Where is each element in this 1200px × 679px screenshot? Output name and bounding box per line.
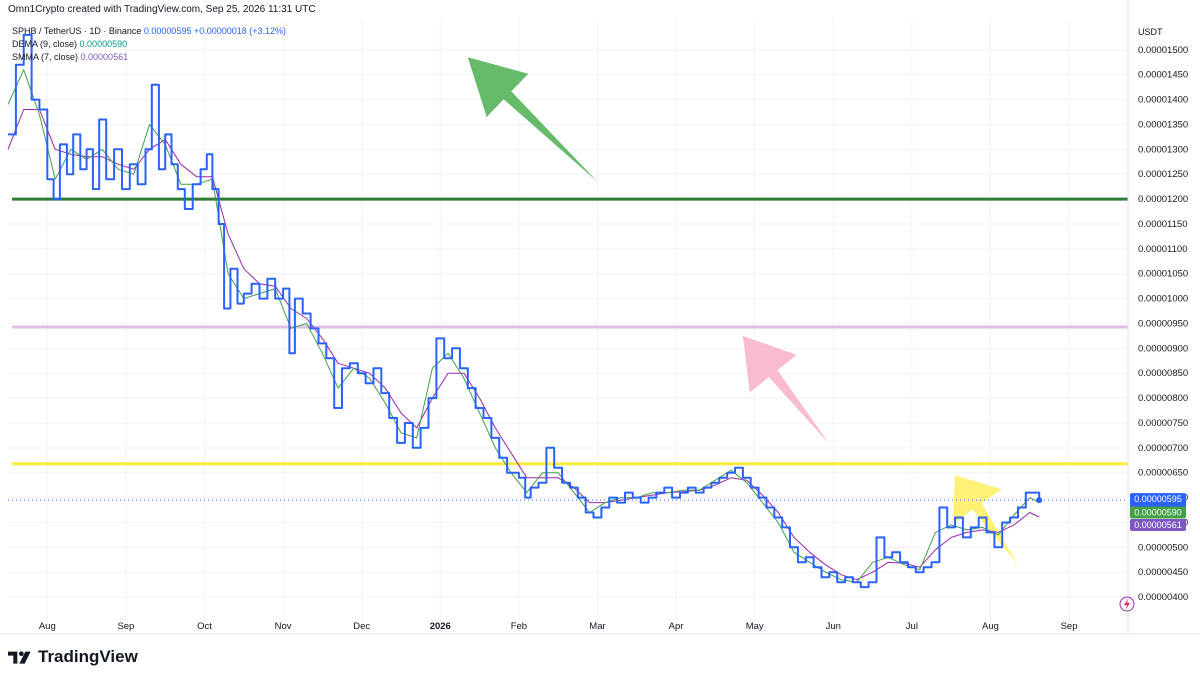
y-tick-label: 0.00001400 [1138, 95, 1188, 106]
smma-label: 0.00000561 [1134, 520, 1182, 530]
y-tick-label: 0.00001350 [1138, 119, 1188, 130]
last-price-dot [1036, 497, 1043, 504]
x-tick-label: 2026 [430, 621, 451, 632]
x-tick-label: Apr [669, 621, 684, 632]
y-tick-label: 0.00000450 [1138, 567, 1188, 578]
tradingview-brand-text: TradingView [38, 647, 138, 666]
price-line [8, 33, 1041, 589]
x-tick-label: Feb [511, 621, 527, 632]
legend-price: 0.00000595 [143, 26, 192, 36]
legend-dema-row[interactable]: DEMA (9, close) 0.00000590 [12, 38, 286, 51]
y-tick-label: 0.00001500 [1138, 45, 1188, 56]
y-tick-label: 0.00000700 [1138, 443, 1188, 454]
legend-symbol[interactable]: SPHB / TetherUS · 1D · Binance [12, 26, 142, 36]
legend-change: +0.00000018 (+3.12%) [193, 26, 287, 36]
legend-symbol-row[interactable]: SPHB / TetherUS · 1D · Binance 0.0000059… [12, 25, 286, 38]
tradingview-brand[interactable]: TradingView [8, 647, 138, 667]
x-tick-label: Aug [39, 621, 56, 632]
dema-line [7, 69, 1040, 583]
legend-smma-value: 0.00000561 [80, 52, 129, 62]
x-tick-label: Aug [982, 621, 999, 632]
y-tick-label: 0.00001050 [1138, 269, 1188, 280]
y-tick-label: 0.00000650 [1138, 468, 1188, 479]
pink-arrow [742, 335, 830, 444]
x-tick-label: Dec [353, 621, 370, 632]
x-tick-label: Sep [1061, 621, 1078, 632]
smma-line [7, 109, 1040, 581]
y-tick-label: 0.00001100 [1138, 244, 1188, 255]
y-tick-label: 0.00000800 [1138, 393, 1188, 404]
y-tick-label: 0.00001300 [1138, 144, 1188, 155]
x-tick-label: Jul [906, 621, 918, 632]
x-tick-label: Jun [826, 621, 841, 632]
x-tick-label: Oct [197, 621, 212, 632]
legend-smma-row[interactable]: SMMA (7, close) 0.00000561 [12, 51, 286, 64]
y-tick-label: 0.00001450 [1138, 70, 1188, 81]
y-tick-label: 0.00001250 [1138, 169, 1188, 180]
y-tick-label: 0.00000950 [1138, 318, 1188, 329]
y-tick-label: 0.00001200 [1138, 194, 1188, 205]
y-tick-label: 0.00001150 [1138, 219, 1188, 230]
chart-credit: Omn1Crypto created with TradingView.com,… [8, 4, 316, 15]
price-label: 0.00000595 [1134, 494, 1182, 504]
horizontal-levels [12, 197, 1128, 466]
legend: SPHB / TetherUS · 1D · Binance 0.0000059… [12, 25, 286, 64]
legend-smma-label: SMMA (7, close) [12, 52, 79, 62]
y-tick-label: 0.00000750 [1138, 418, 1188, 429]
arrows [467, 57, 1018, 565]
legend-dema-value: 0.00000590 [79, 39, 128, 49]
y-axis[interactable]: USDT 0.00001500 0.00001450 0.00001400 0.0000… [1127, 0, 1188, 634]
x-axis[interactable]: Aug Sep Oct Nov Dec 2026 Feb Mar Apr May Jun Jul Aug… [0, 621, 1200, 635]
x-tick-label: May [746, 621, 764, 632]
y-tick-label: 0.00000850 [1138, 368, 1188, 379]
y-tick-label: 0.00001000 [1138, 294, 1188, 305]
tradingview-logo-icon [8, 651, 31, 664]
currency-label: USDT [1138, 27, 1163, 37]
y-tick-label: 0.00000900 [1138, 343, 1188, 354]
dema-label: 0.00000590 [1134, 508, 1182, 518]
x-tick-label: Nov [275, 621, 292, 632]
x-tick-label: Sep [117, 621, 134, 632]
series-lines [7, 33, 1128, 589]
dema-label-bg [1130, 506, 1186, 519]
lightning-icon [1119, 596, 1135, 612]
x-tick-label: Mar [589, 621, 605, 632]
legend-dema-label: DEMA (9, close) [12, 39, 78, 49]
smma-label-bg [1130, 518, 1186, 531]
y-tick-label: 0.00000400 [1138, 592, 1188, 603]
y-tick-label: 0.00000500 [1138, 542, 1188, 553]
green-arrow [467, 57, 598, 182]
